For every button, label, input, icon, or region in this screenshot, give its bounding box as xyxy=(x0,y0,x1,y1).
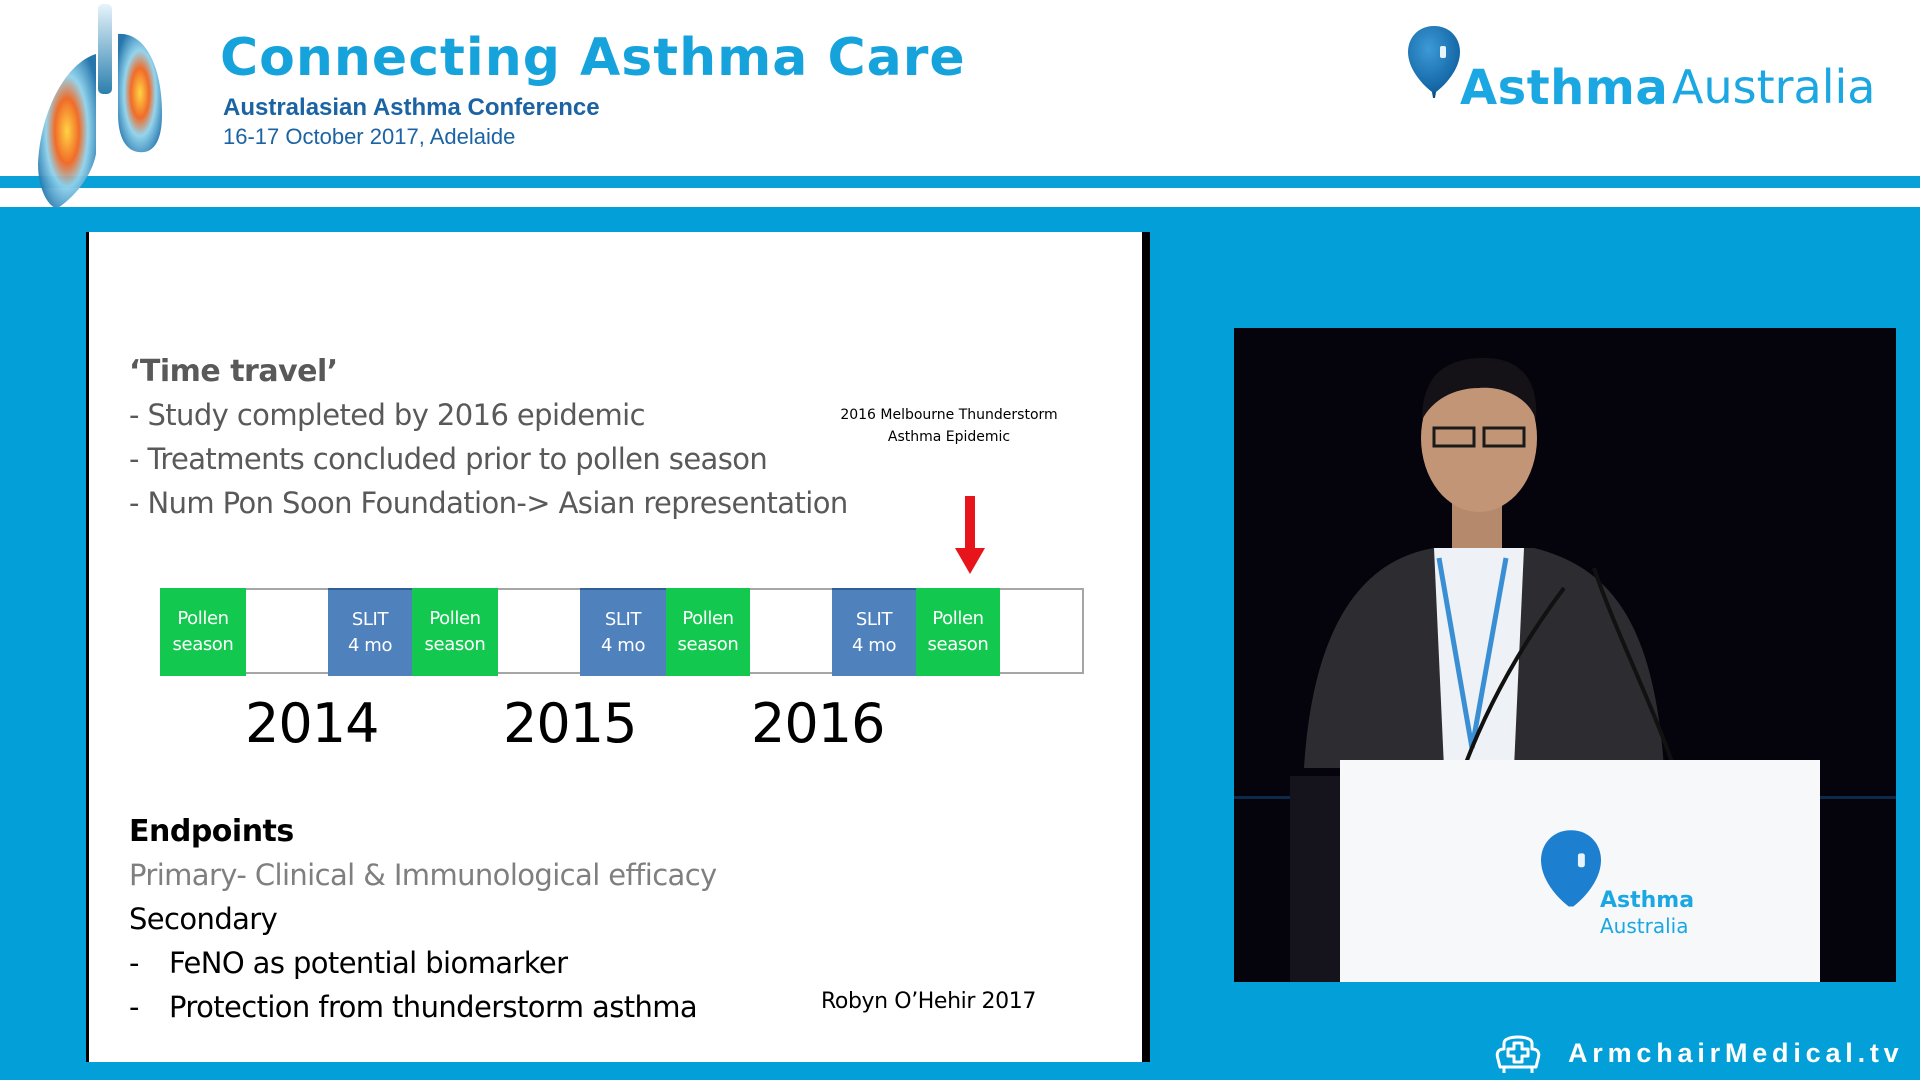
logo-word-australia: Australia xyxy=(1672,60,1876,114)
timeline-year: 2015 xyxy=(503,692,637,755)
speaker-video: Asthma Australia xyxy=(1234,328,1896,982)
endpoints-heading: Endpoints xyxy=(129,814,294,849)
slide-title: ‘Time travel’ xyxy=(129,354,338,389)
lungs-logo-icon xyxy=(38,4,162,209)
presentation-slide: ‘Time travel’ - Study completed by 2016 … xyxy=(86,232,1150,1062)
armchair-medical-brand: ArmchairMedical.tv xyxy=(1494,1028,1904,1078)
callout-line: 2016 Melbourne Thunderstorm xyxy=(840,407,1058,423)
epidemic-callout: 2016 Melbourne Thunderstorm Asthma Epide… xyxy=(829,404,1069,448)
conference-title: Connecting Asthma Care xyxy=(220,28,966,88)
study-timeline: Pollen season SLIT 4 mo Pollen season SLIT 4… xyxy=(160,588,1084,676)
conference-subtitle: Australasian Asthma Conference xyxy=(223,94,600,121)
slide-bullet: - Num Pon Soon Foundation-> Asian repres… xyxy=(129,486,848,520)
timeline-pollen-season: Pollen season xyxy=(412,588,498,676)
podium-balloon-icon xyxy=(1541,830,1601,907)
conference-header xyxy=(0,0,1920,176)
timeline-year: 2016 xyxy=(751,692,885,755)
header-stripe-gap xyxy=(0,188,1920,207)
slide-bullet: - Study completed by 2016 epidemic xyxy=(129,398,646,432)
conference-date: 16-17 October 2017, Adelaide xyxy=(223,124,516,149)
timeline-pollen-season: Pollen season xyxy=(916,588,1000,676)
brand-name: ArmchairMedical.tv xyxy=(1568,1037,1904,1068)
secondary-heading: Secondary xyxy=(129,902,278,936)
slide-bullet: - Treatments concluded prior to pollen s… xyxy=(129,442,768,476)
podium-logo-word-australia: Australia xyxy=(1600,914,1689,938)
armchair-cross-icon xyxy=(1495,1035,1541,1073)
primary-endpoint: Primary- Clinical & Immunological effica… xyxy=(129,858,717,892)
callout-line: Asthma Epidemic xyxy=(887,429,1011,445)
podium: Asthma Australia xyxy=(1340,760,1820,982)
speaker-figure xyxy=(1304,358,1676,769)
timeline-slit-block: SLIT 4 mo xyxy=(832,588,916,676)
balloon-logo-icon xyxy=(1408,26,1460,98)
secondary-item: - Protection from thunderstorm asthma xyxy=(129,990,698,1024)
timeline-slit-block: SLIT 4 mo xyxy=(580,588,666,676)
header-stripe xyxy=(0,176,1920,188)
red-down-arrow-icon xyxy=(955,496,985,574)
asthma-australia-logo: Asthma Australia xyxy=(1400,22,1900,122)
timeline-pollen-season: Pollen season xyxy=(666,588,750,676)
logo-word-asthma: Asthma xyxy=(1460,60,1669,116)
podium-logo-word-asthma: Asthma xyxy=(1600,888,1695,913)
timeline-pollen-season: Pollen season xyxy=(160,588,246,676)
timeline-slit-block: SLIT 4 mo xyxy=(328,588,412,676)
timeline-year: 2014 xyxy=(245,692,379,755)
slide-citation: Robyn O’Hehir 2017 xyxy=(821,989,1036,1014)
secondary-item: - FeNO as potential biomarker xyxy=(129,946,568,980)
